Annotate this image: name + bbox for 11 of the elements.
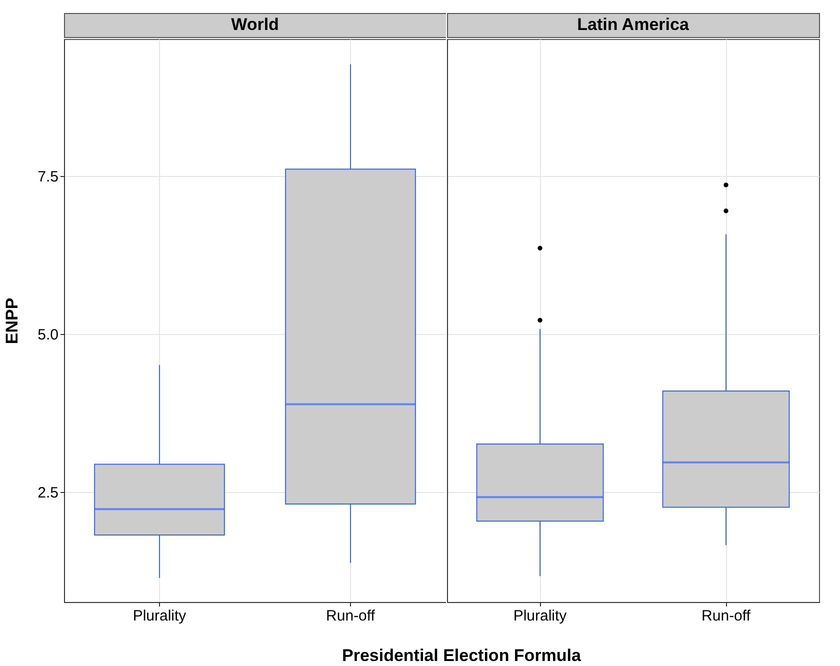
chart-title: Latin America — [577, 15, 690, 34]
y-tick-label: 2.5 — [38, 484, 58, 502]
x-tick-label: Plurality — [132, 608, 187, 624]
y-tick-label: 5.0 — [38, 326, 58, 344]
y-axis-title: ENPP — [2, 298, 22, 344]
x-axis-title: Presidential Election Formula — [340, 646, 582, 666]
x-tick-label: Run-off — [326, 608, 376, 624]
x-tick-label: Run-off — [702, 608, 752, 624]
y-tick-label: 7.5 — [38, 168, 58, 186]
x-tick-label: Plurality — [513, 608, 568, 624]
chart-title: World — [231, 15, 279, 34]
